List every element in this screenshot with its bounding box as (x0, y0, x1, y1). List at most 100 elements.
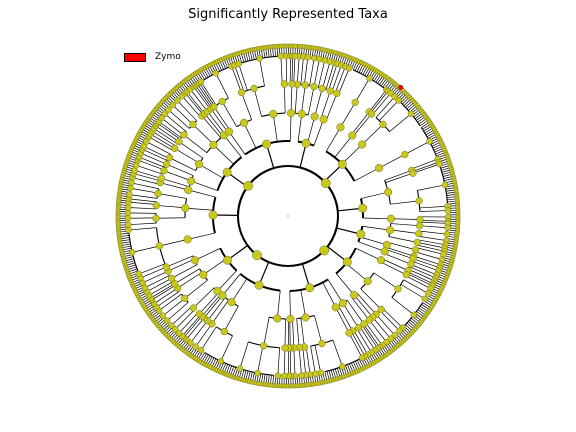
branch (199, 292, 220, 315)
branch (384, 169, 412, 181)
branch (222, 273, 241, 296)
taxon-node (375, 163, 384, 173)
branch (419, 225, 448, 229)
taxon-node (225, 127, 234, 136)
branch (325, 93, 338, 121)
branch (143, 146, 170, 159)
branch (412, 163, 440, 174)
taxon-node (339, 363, 346, 370)
taxon-node (210, 103, 218, 111)
taxon-node (319, 115, 328, 124)
taxon-node (277, 52, 285, 60)
figure-title: Significantly Represented Taxa (188, 7, 388, 22)
taxon-node (377, 305, 385, 314)
branch (259, 58, 265, 87)
branch (181, 314, 201, 337)
taxon-node (336, 123, 345, 132)
branch (327, 279, 344, 304)
taxon-node (256, 55, 263, 62)
branch (290, 84, 293, 114)
branch (228, 131, 246, 155)
branch (177, 100, 197, 121)
branch (174, 268, 200, 285)
taxon-node (280, 80, 289, 88)
taxon-node (128, 179, 135, 187)
branch (162, 298, 186, 317)
branch (188, 189, 216, 198)
branch (379, 310, 400, 332)
branch (146, 277, 172, 292)
branch (129, 194, 158, 199)
branch (406, 273, 433, 286)
taxon-node (195, 310, 204, 318)
taxon-node (297, 109, 306, 118)
branch (160, 182, 189, 191)
taxon-node (159, 312, 167, 320)
taxon-node (402, 270, 410, 279)
taxon-node (288, 80, 296, 88)
taxon-node (317, 369, 324, 376)
taxon-node (365, 316, 373, 324)
branch (195, 323, 213, 347)
taxon-node (387, 335, 394, 342)
branch (390, 218, 420, 220)
branch (207, 297, 226, 321)
branch (408, 269, 435, 282)
taxon-node (181, 294, 189, 302)
branch (294, 84, 298, 114)
taxon-node (348, 131, 357, 140)
branch (128, 207, 157, 210)
taxon-node (163, 317, 171, 324)
branch (195, 85, 213, 109)
branch (164, 113, 187, 132)
branch (198, 163, 224, 179)
branch (355, 247, 382, 261)
branch (372, 92, 391, 115)
branch (257, 345, 264, 374)
taxon-node (350, 290, 359, 300)
taxon-node (354, 324, 363, 332)
branch (215, 73, 229, 99)
taxon-node (197, 78, 205, 86)
branch (351, 296, 370, 321)
branch (359, 236, 387, 246)
taxon-node (175, 138, 183, 146)
taxon-node (358, 140, 367, 149)
branch (185, 317, 205, 340)
taxon-node (260, 342, 268, 350)
taxon-node (360, 320, 368, 328)
taxon-node (416, 215, 424, 224)
branch (200, 326, 217, 351)
branch (409, 266, 436, 279)
branch (276, 290, 281, 319)
taxon-node (227, 298, 236, 307)
taxon-node (243, 181, 253, 191)
branch (411, 260, 439, 272)
branch (131, 182, 159, 190)
branch (346, 300, 365, 325)
branch (146, 141, 172, 155)
branch (405, 275, 431, 289)
branch (292, 318, 295, 348)
branch (148, 136, 174, 151)
branch (263, 317, 270, 346)
branch (386, 246, 414, 257)
branch (416, 244, 445, 252)
branch (296, 56, 300, 85)
taxon-node (379, 120, 387, 129)
branch (372, 317, 391, 339)
taxon-node (410, 311, 418, 319)
branch (293, 56, 296, 85)
branch (307, 116, 316, 144)
branch (307, 86, 315, 116)
branch (289, 113, 292, 142)
branch (382, 307, 403, 329)
taxon-node (124, 209, 132, 217)
branch (358, 241, 385, 252)
branch (153, 287, 178, 304)
taxon-node (128, 249, 136, 256)
branch (390, 200, 420, 205)
branch (241, 92, 253, 120)
taxon-node (169, 101, 176, 109)
branch (289, 318, 291, 348)
